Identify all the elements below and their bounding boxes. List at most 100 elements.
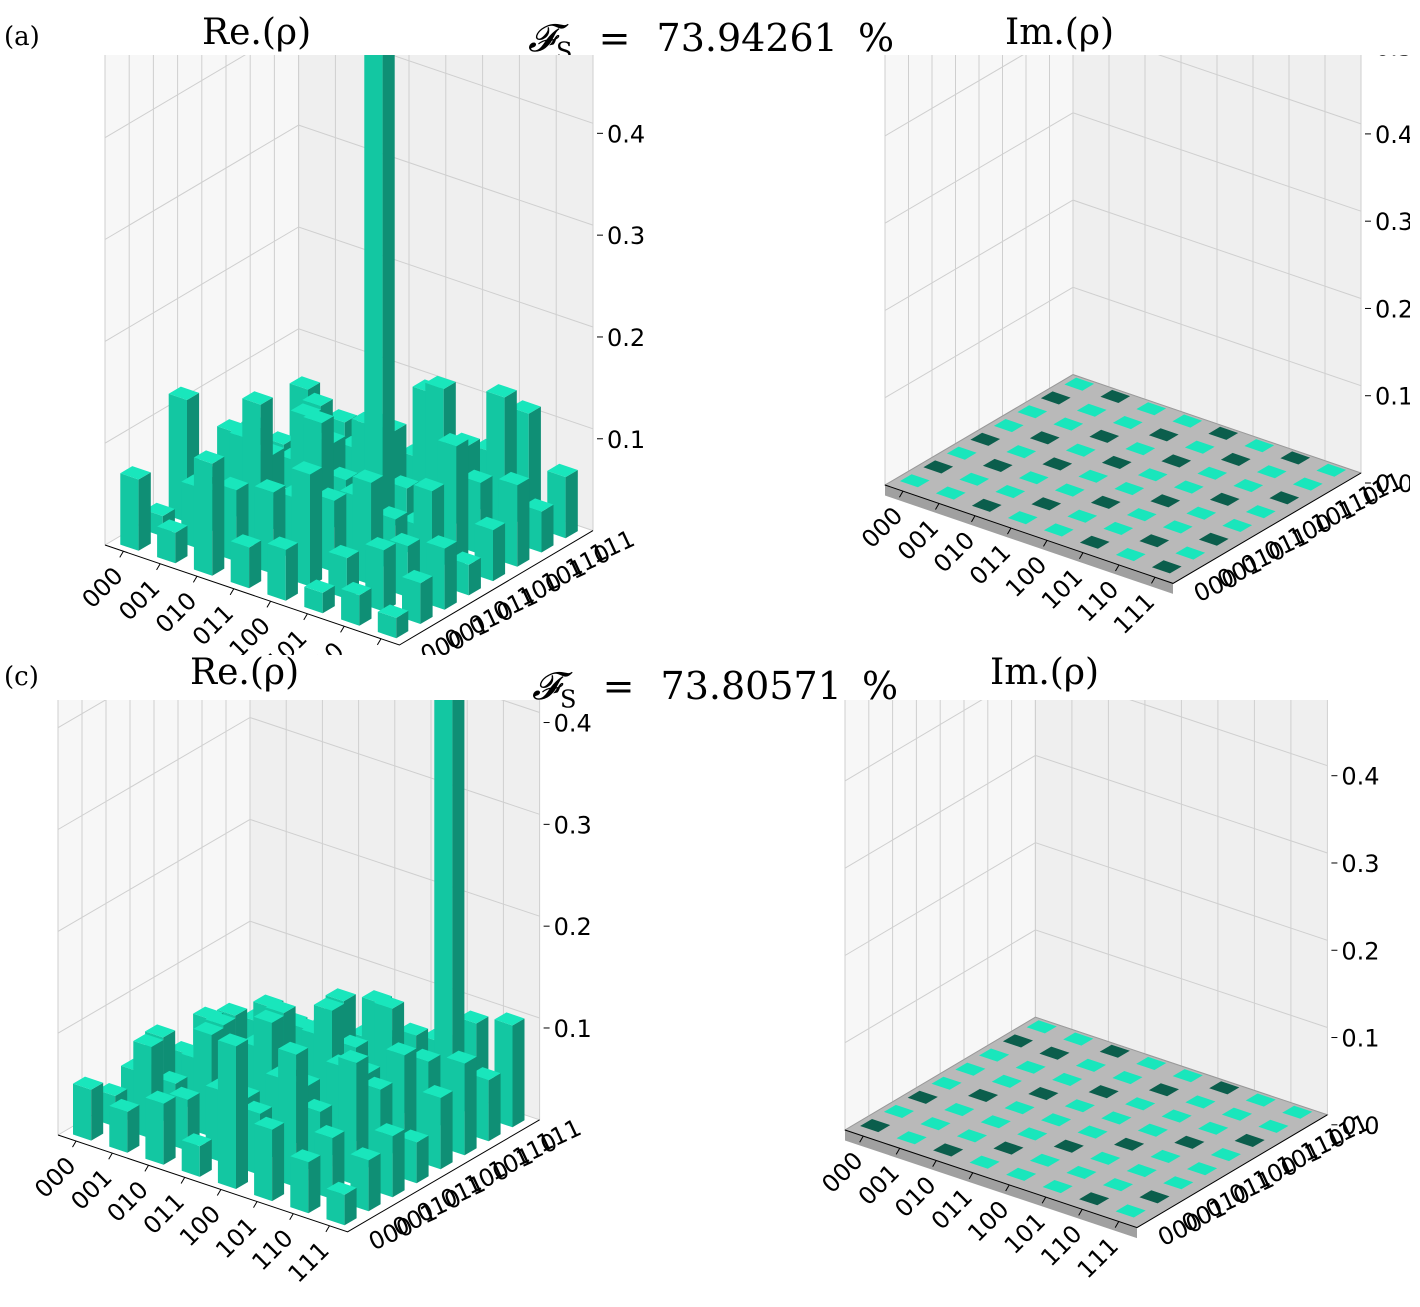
fidelity-a-unit: % [857,16,895,60]
bar-face-side [368,1153,381,1212]
tile [1101,1111,1132,1125]
tile [1150,494,1181,508]
bar-010-101 [1052,1072,1083,1086]
bar-face-top [303,409,334,424]
bar-face-front [434,700,453,1130]
bar-010-100 [1065,443,1096,457]
bar-011-110 [1112,1071,1143,1085]
bar-101-010 [1090,1151,1121,1165]
tile [1148,428,1179,442]
bar-110-001 [1102,1178,1133,1192]
bar-face-front [341,589,360,626]
tile [1139,534,1170,548]
bar-face-top [398,1022,429,1036]
tile [1172,1069,1203,1083]
bar-110-011 [1186,506,1217,520]
bar-011-000 [1007,511,1038,525]
bar-face-top [350,1147,381,1161]
tile [1198,532,1229,546]
bar-110-000 [290,1149,321,1214]
x-tick [971,515,976,523]
bar-face-top [337,1034,368,1048]
tile [931,1076,962,1090]
bar-110-100 [1209,492,1240,506]
bar-face-top [302,392,333,407]
tile [1029,431,1060,445]
bar-face-top [242,391,273,405]
bar-face-side [528,406,541,526]
bar-001-000 [935,486,966,500]
bar-face-front [145,1097,164,1165]
tile [1043,523,1074,537]
x-tick [1078,1209,1083,1216]
z-tick-label: 0.3 [607,222,645,250]
bar-011-110 [1148,428,1179,442]
bar-011-101 [1088,1085,1119,1099]
bar-001-101 [1053,417,1084,431]
bar-face-top [410,1048,441,1062]
bar-face-side [440,1091,453,1170]
grid-line [104,226,594,342]
bar-111-000 [326,1181,357,1226]
tile [1064,1099,1095,1113]
tile [1282,1105,1313,1119]
tile [1042,1180,1073,1194]
bar-000-000 [860,1119,891,1133]
x-tick [1043,540,1048,547]
bar-face-side [420,576,433,624]
bar-face-side [332,1131,345,1200]
tile [1002,1034,1033,1048]
bar-001-001 [959,472,990,486]
bar-face-side [175,525,188,564]
bar-110-111 [1245,1093,1276,1107]
x-tick [216,1189,222,1196]
bar-face-top [326,409,357,423]
bar-face-top [398,1129,429,1143]
x-tick [144,1164,149,1172]
x-tick [229,588,235,596]
bar-face-top [217,1033,248,1047]
tile [1067,509,1098,523]
bar-face-top [338,1049,369,1063]
bar-101-001 [1066,1165,1097,1179]
tile [923,460,954,474]
bar-face-top [328,544,359,559]
tile [1052,1072,1083,1086]
bar-face-front [290,1156,309,1214]
tile [1126,508,1157,522]
z-tick-label: 0.4 [554,710,592,738]
tile [1187,1162,1218,1176]
bar-100-010 [1090,495,1121,509]
bar-110-010 [1162,520,1193,534]
bar-face-top [388,475,419,489]
z-tick-label: 0.0 [1375,470,1410,498]
bar-011-010 [1017,1127,1048,1141]
fidelity-a-eq: = [598,16,631,60]
z-tick-label: 0.4 [1375,121,1410,149]
z-tick-label: 0.4 [607,120,645,148]
tile [1233,479,1264,493]
tile [1162,520,1193,534]
fidelity-c-eq: = [602,664,635,708]
bar-110-010 [1126,1164,1157,1178]
bar-face-top [193,450,225,464]
bar-000-110 [1040,391,1071,405]
tile [1006,445,1037,459]
title-a-imag: Im.(ρ) [1005,12,1115,53]
bar-face-top [510,400,541,414]
bar-face-top [73,1076,104,1090]
bar-face-side [416,1135,429,1184]
bar-face-front [304,586,323,614]
bar-010-110 [1075,1058,1106,1072]
bar-face-top [486,384,517,398]
bar-000-111 [1026,1020,1057,1034]
bar-face-side [199,1139,212,1177]
bar-100-100 [364,55,395,544]
bar-face-front [73,1083,92,1141]
bar-000-011 [931,1076,962,1090]
tile [1280,451,1311,465]
bar-face-top [426,535,457,549]
x-tick [1151,576,1156,584]
tile [1161,454,1192,468]
bar-111-010 [1198,532,1229,546]
